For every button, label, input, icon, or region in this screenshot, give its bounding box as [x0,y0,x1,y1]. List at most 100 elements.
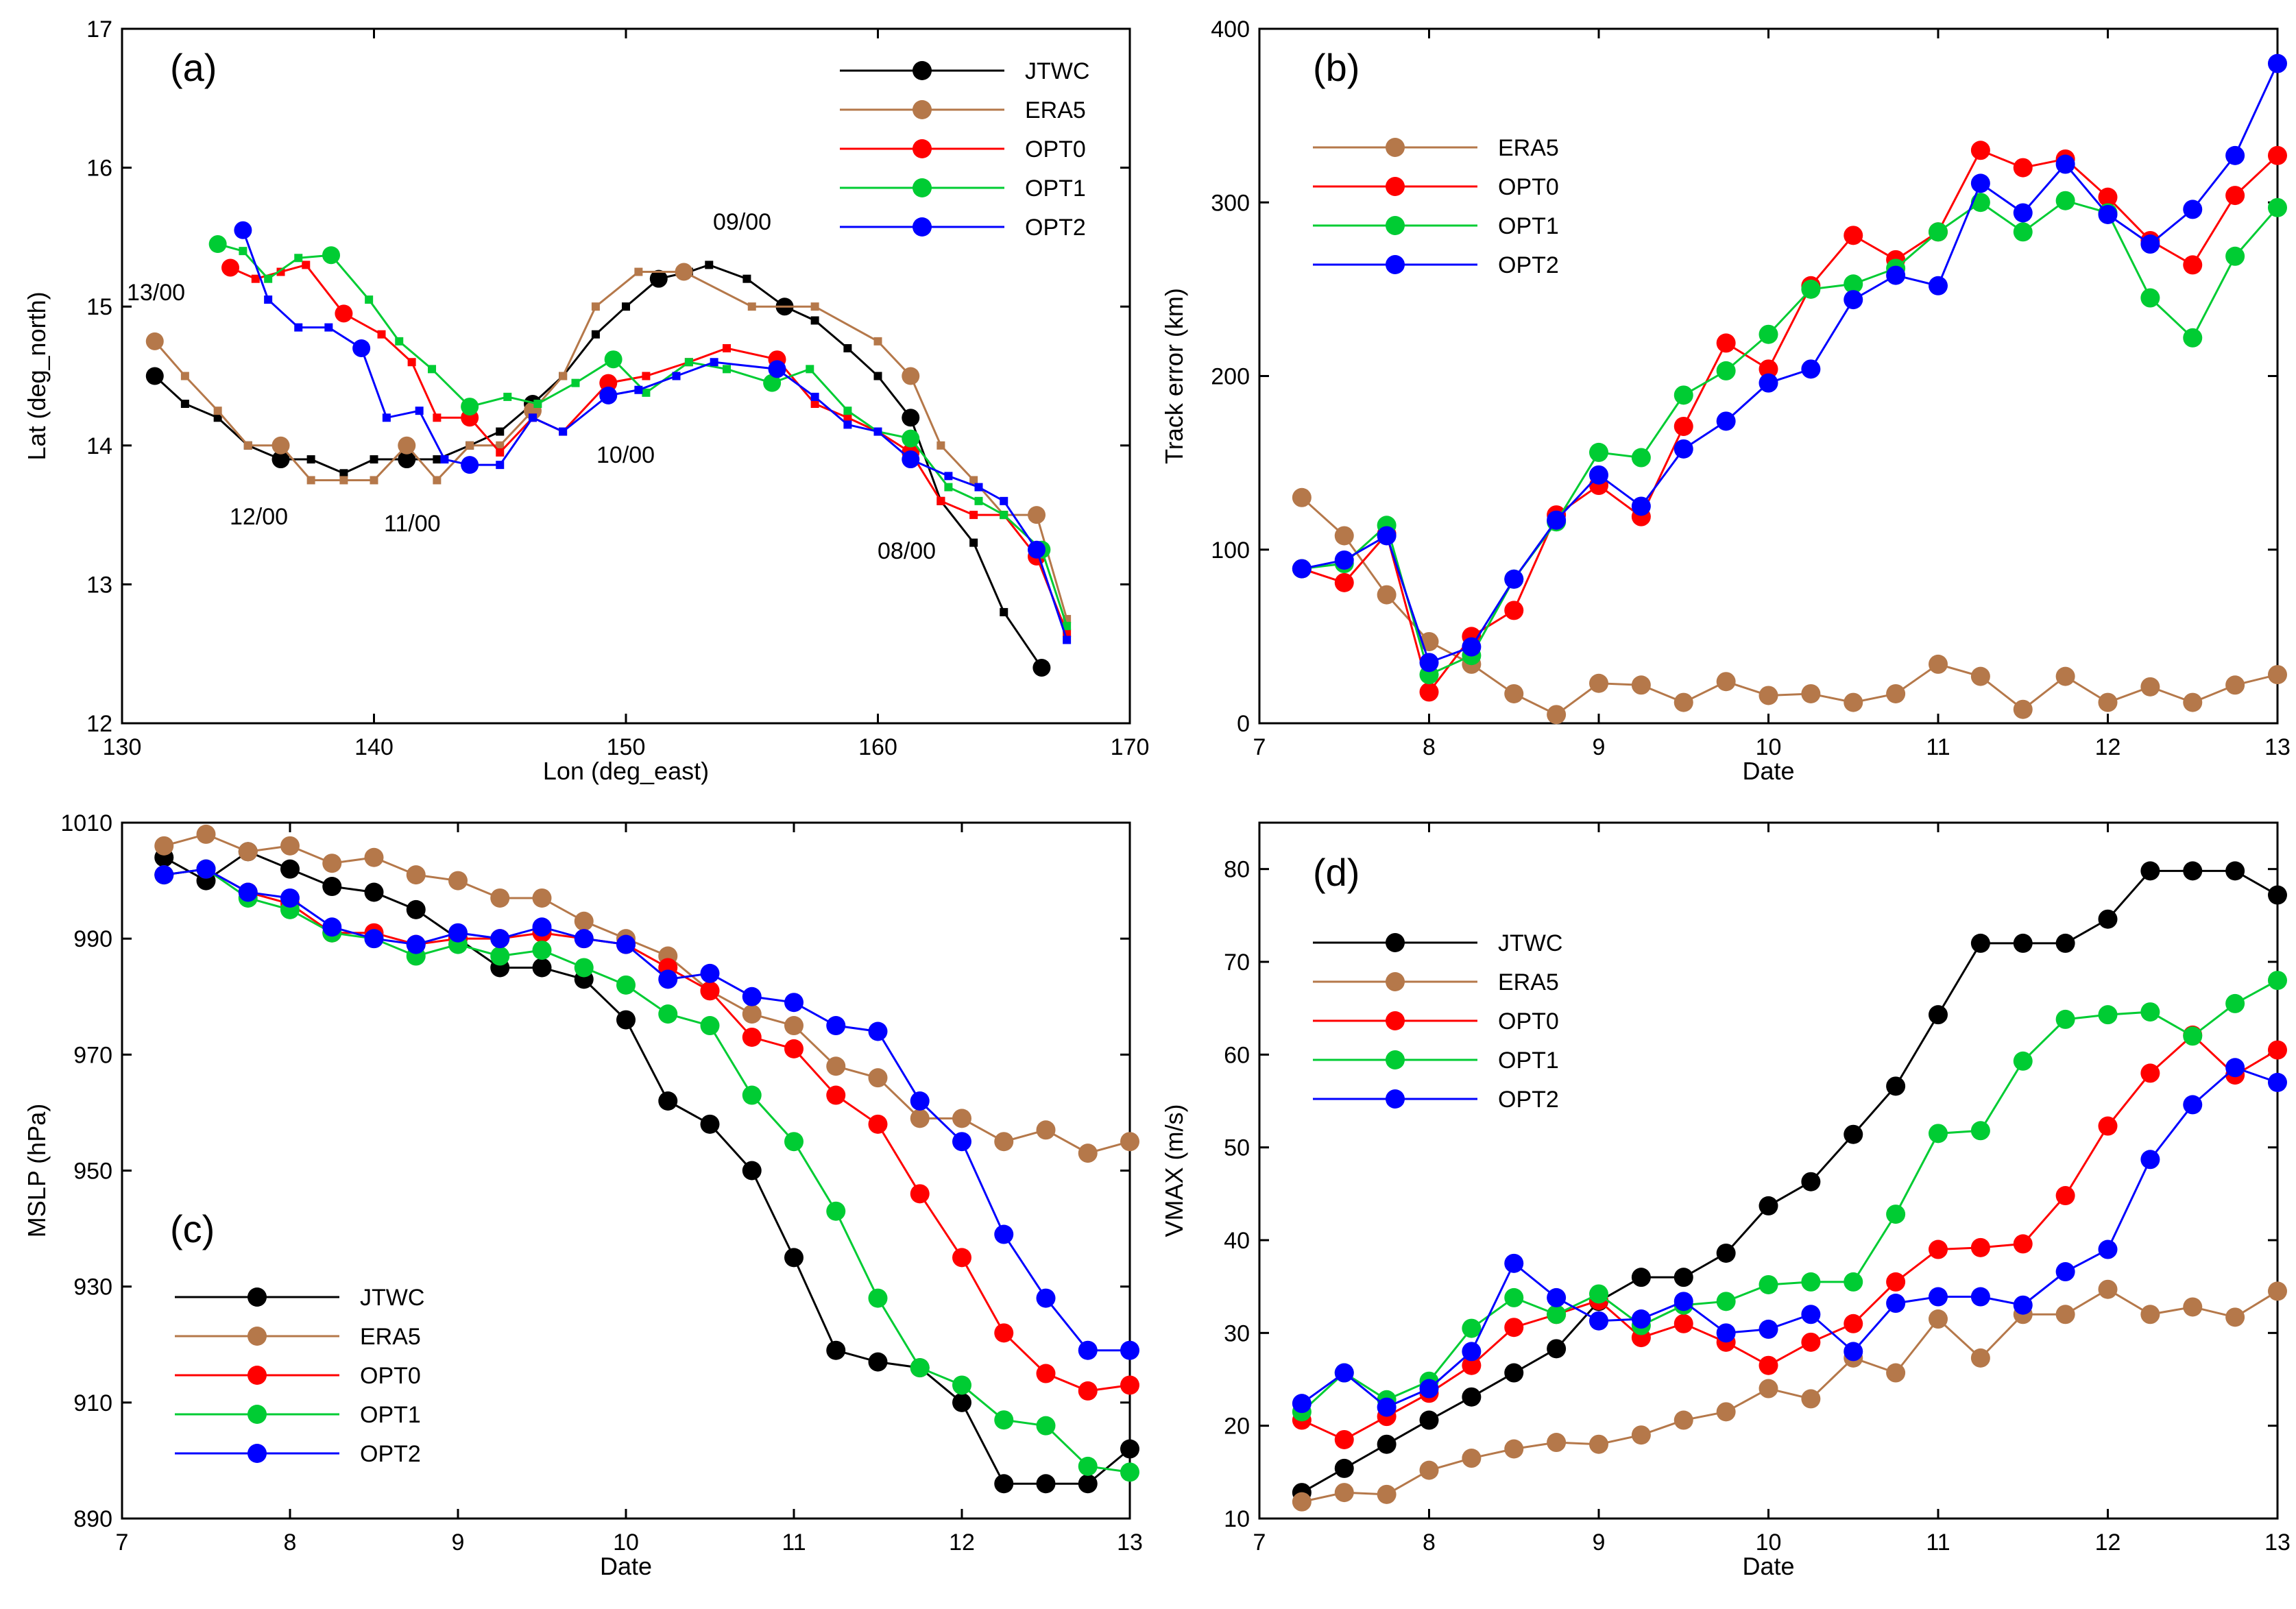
data-point [672,372,681,380]
legend-marker [913,139,932,158]
data-point [1419,1460,1439,1480]
data-point [2268,145,2287,165]
data-point [1970,173,1990,193]
data-point [302,261,311,269]
data-point [742,1027,762,1047]
data-point [2268,885,2287,905]
data-point [2225,861,2245,881]
data-point [1292,1394,1312,1414]
series-line [164,868,1130,1352]
data-point [2183,1095,2203,1115]
data-point [196,824,216,844]
x-tick-label: 9 [1593,1529,1606,1556]
data-point [2225,186,2245,206]
x-tick-label: 7 [116,1529,129,1556]
legend-label: OPT2 [1025,215,1086,241]
data-point [675,263,693,281]
data-point [533,400,542,409]
x-tick-label: 7 [1253,734,1266,760]
data-point [433,455,442,464]
x-tick-label: 10 [1756,734,1782,760]
legend-label: ERA5 [360,1324,421,1350]
data-point [154,865,174,885]
data-point [1886,683,1906,703]
data-point [742,1004,762,1024]
data-point [1120,1375,1139,1395]
legend-label: OPT1 [1498,213,1559,239]
data-point [1673,385,1693,405]
data-point [1673,692,1693,712]
data-point [1929,222,1948,242]
data-point [1504,1253,1524,1273]
data-point [1377,526,1397,546]
data-point [395,337,404,346]
legend-marker [1386,1050,1405,1069]
data-point [1970,141,1990,160]
data-point [1929,1005,1948,1025]
data-point [1589,1284,1608,1304]
data-point [1844,1272,1863,1292]
data-point [571,378,580,387]
data-point [2268,971,2287,991]
data-point [1462,1342,1482,1362]
x-tick-label: 160 [858,734,897,760]
legend-marker [1386,933,1405,952]
data-point [2098,1239,2118,1259]
data-point [529,413,537,422]
data-point [1929,1124,1948,1144]
data-point [2098,692,2118,712]
data-point [1036,1474,1056,1494]
data-point [1801,1389,1821,1409]
data-point [377,330,386,339]
data-point [1078,1144,1098,1163]
data-point [2268,665,2287,685]
data-point [2098,204,2118,224]
data-point [1334,1483,1354,1503]
data-point [2225,1058,2245,1078]
y-tick-label: 16 [86,156,112,182]
data-point [810,392,819,401]
y-tick-label: 30 [1224,1320,1250,1346]
data-point [398,436,416,455]
data-point [902,450,920,469]
data-point [1631,1309,1651,1329]
data-point [280,859,300,879]
data-point [1000,607,1008,616]
data-point [944,483,953,492]
series-line [1301,199,2279,677]
data-point [784,993,803,1013]
data-point [700,1114,720,1134]
data-point [1886,1205,1906,1224]
data-point [969,476,978,485]
x-tick-label: 140 [354,734,394,760]
annotation-label: 08/00 [878,538,936,564]
data-point [952,1248,971,1268]
data-point [1000,496,1008,505]
data-point [634,267,643,276]
y-tick-label: 70 [1224,949,1250,976]
data-point [433,413,442,422]
data-point [271,450,290,469]
data-point [784,1248,803,1268]
series-era5 [1292,487,2287,725]
data-point [910,1109,930,1128]
data-point [910,1358,930,1378]
legend-label: JTWC [1025,58,1089,84]
data-point [428,365,437,374]
data-point [2098,1116,2118,1136]
data-point [1547,510,1567,530]
data-point [306,455,315,464]
data-point [2268,53,2287,73]
data-point [1377,585,1397,605]
data-point [1673,439,1693,459]
data-point [1377,1434,1397,1454]
data-point [952,1392,971,1412]
data-point [2225,1307,2245,1327]
y-tick-label: 60 [1224,1042,1250,1068]
data-point [406,934,426,954]
data-point [843,343,852,352]
legend-marker [1386,1089,1405,1109]
data-point [658,1004,678,1024]
data-point [1673,416,1693,436]
